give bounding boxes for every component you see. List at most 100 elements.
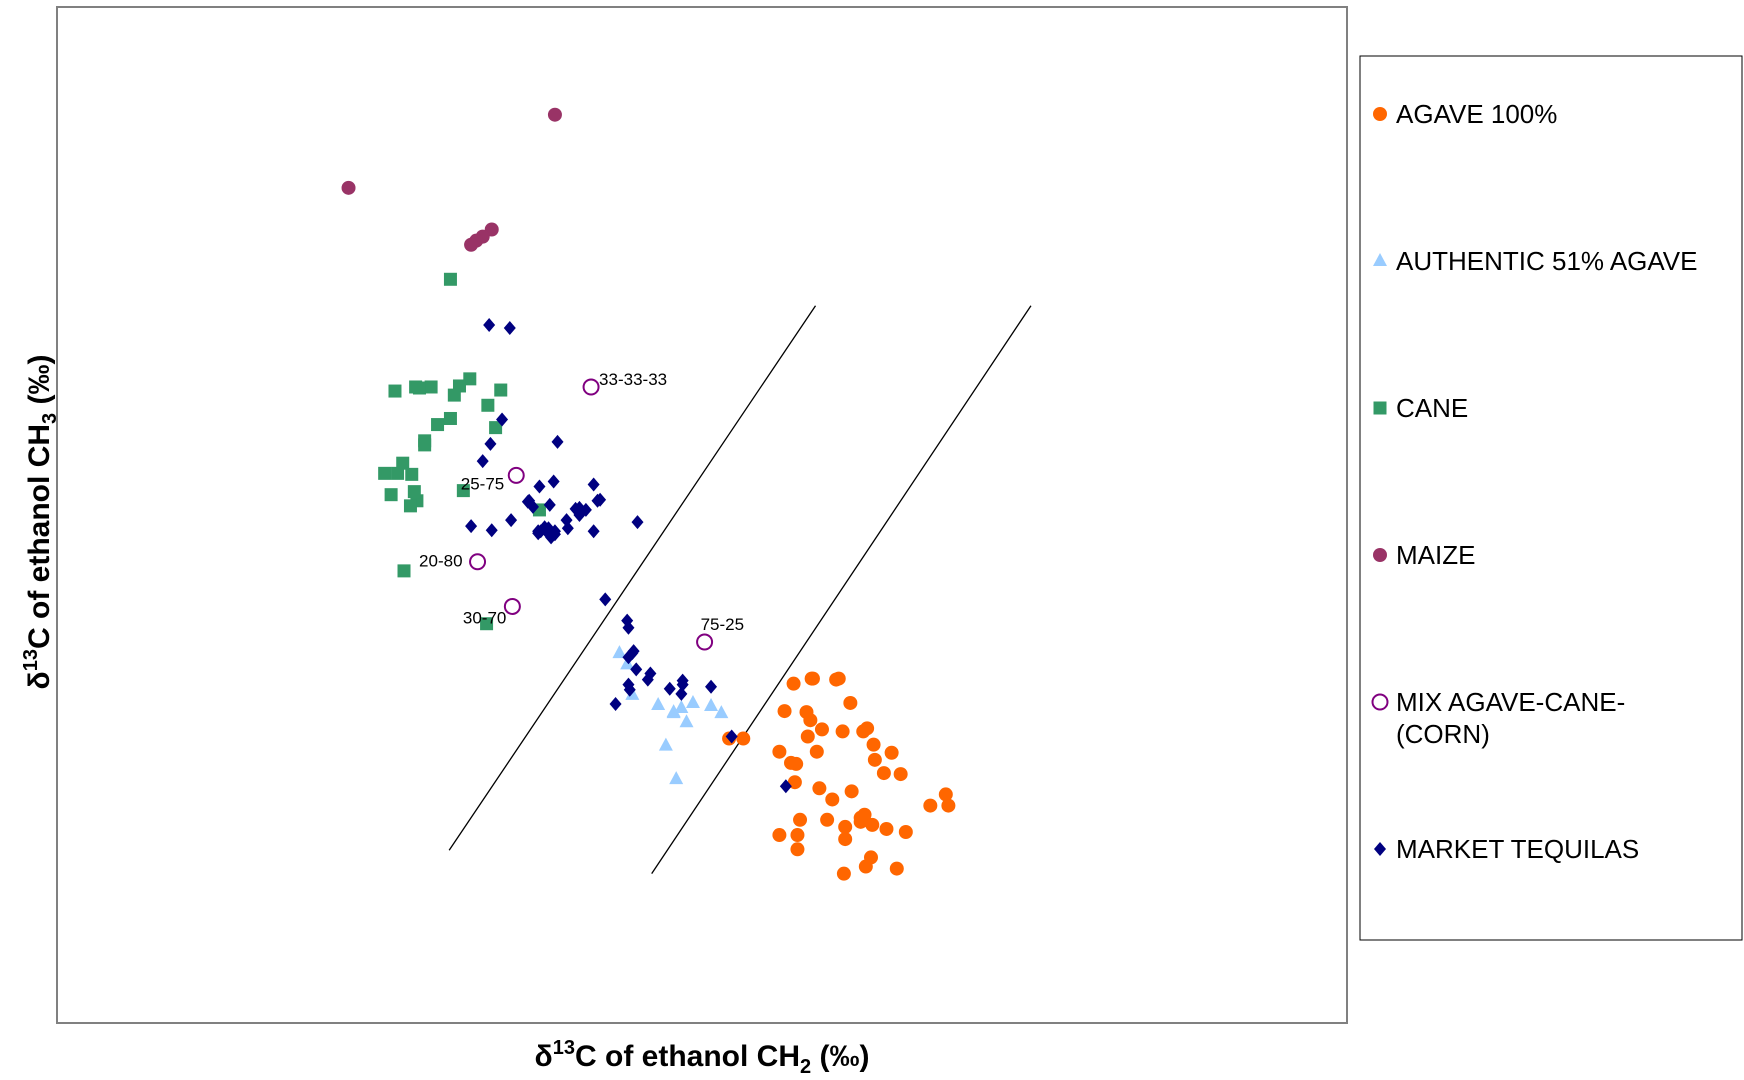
point-cane	[443, 272, 457, 286]
point-agave-100	[844, 784, 859, 799]
point-market-tequilas	[560, 513, 573, 528]
point-agave-100	[786, 676, 801, 691]
legend-label: MIX AGAVE-CANE-	[1396, 687, 1625, 717]
point-cane	[463, 372, 477, 386]
point-cane	[388, 384, 402, 398]
point-agave-100	[843, 695, 858, 710]
point-cane	[480, 617, 494, 631]
point-mix-agave-cane-corn	[507, 466, 525, 484]
point-agave-100	[865, 817, 880, 832]
point-cane	[391, 466, 405, 480]
point-agave-100	[884, 745, 899, 760]
point-market-tequilas	[779, 779, 792, 794]
point-labels: 33-33-33 25-75 20-80 30-70 75-25	[419, 370, 744, 634]
point-market-tequilas	[533, 479, 546, 494]
point-market-tequilas	[547, 474, 560, 489]
point-market-tequilas	[705, 679, 718, 694]
point-market-tequilas	[543, 497, 556, 512]
legend-label: MARKET TEQUILAS	[1396, 834, 1639, 864]
point-market-tequilas	[599, 592, 612, 607]
point-authentic-51-agave	[714, 705, 729, 719]
legend-label: CANE	[1396, 393, 1468, 423]
point-cane	[407, 485, 421, 499]
point-market-tequilas	[609, 696, 622, 711]
point-market-tequilas	[587, 477, 600, 492]
point-market-tequilas	[630, 662, 643, 677]
legend-marker	[1371, 693, 1389, 711]
point-market-tequilas	[631, 515, 644, 530]
point-agave-100	[838, 832, 853, 847]
point-authentic-51-agave	[620, 656, 635, 670]
point-maize	[464, 237, 479, 252]
data-points	[341, 107, 956, 881]
point-agave-100	[777, 704, 792, 719]
point-agave-100	[736, 731, 751, 746]
point-authentic-51-agave	[679, 714, 694, 728]
point-market-tequilas	[484, 436, 497, 451]
point-maize	[547, 107, 562, 122]
point-agave-100	[860, 721, 875, 736]
point-mix-agave-cane-corn	[503, 597, 521, 615]
point-market-tequilas	[587, 524, 600, 539]
point-cane	[418, 438, 432, 452]
point-cane	[405, 467, 419, 481]
point-authentic-51-agave	[612, 645, 627, 659]
point-agave-100	[893, 767, 908, 782]
point-market-tequilas	[503, 321, 516, 336]
legend-marker	[1374, 842, 1386, 856]
plot-area	[56, 6, 1348, 1024]
point-agave-100	[800, 729, 815, 744]
separator-lines	[448, 305, 1032, 875]
point-cane	[412, 381, 426, 395]
point-agave-100	[876, 766, 891, 781]
point-agave-100	[790, 828, 805, 843]
point-market-tequilas	[465, 519, 478, 534]
point-agave-100	[809, 744, 824, 759]
point-cane	[403, 499, 417, 513]
point-market-tequilas	[725, 729, 738, 744]
point-mix-agave-cane-corn	[582, 378, 600, 396]
point-cane	[431, 418, 445, 432]
point-agave-100	[879, 821, 894, 836]
point-market-tequilas	[485, 523, 498, 538]
point-label: 25-75	[461, 474, 504, 493]
point-authentic-51-agave	[658, 737, 673, 751]
point-agave-100	[836, 866, 851, 881]
point-cane	[397, 564, 411, 578]
point-agave-100	[825, 792, 840, 807]
legend-label: AUTHENTIC 51% AGAVE	[1396, 246, 1698, 276]
point-market-tequilas	[676, 677, 689, 692]
point-market-tequilas	[496, 412, 509, 427]
point-agave-100	[889, 861, 904, 876]
point-market-tequilas	[591, 493, 604, 508]
point-cane	[481, 398, 495, 412]
point-market-tequilas	[622, 650, 635, 665]
separator-line-1	[448, 305, 817, 851]
point-label: 75-25	[701, 615, 744, 634]
point-cane	[443, 411, 457, 425]
legend-item: MARKET TEQUILAS	[1374, 834, 1639, 864]
point-agave-100	[923, 798, 938, 813]
point-market-tequilas	[622, 620, 635, 635]
legend-label: AGAVE 100%	[1396, 99, 1557, 129]
point-label: 20-80	[419, 552, 462, 571]
point-agave-100	[787, 775, 802, 790]
point-agave-100	[838, 819, 853, 834]
point-agave-100	[814, 722, 829, 737]
legend-marker	[1373, 401, 1387, 415]
point-agave-100	[772, 744, 787, 759]
point-agave-100	[799, 705, 814, 720]
point-mix-agave-cane-corn	[696, 633, 714, 651]
legend-item: MAIZE	[1373, 540, 1475, 570]
legend-marker	[1373, 107, 1387, 121]
point-authentic-51-agave	[669, 771, 684, 785]
point-agave-100	[867, 752, 882, 767]
point-label: 30-70	[463, 608, 506, 627]
legend-marker	[1373, 253, 1387, 266]
point-agave-100	[784, 755, 799, 770]
y-axis-title: δ13C of ethanol CH3 (‰)	[20, 355, 61, 690]
point-agave-100	[858, 859, 873, 874]
point-market-tequilas	[483, 318, 496, 333]
point-agave-100	[820, 812, 835, 827]
point-cane	[456, 484, 470, 498]
